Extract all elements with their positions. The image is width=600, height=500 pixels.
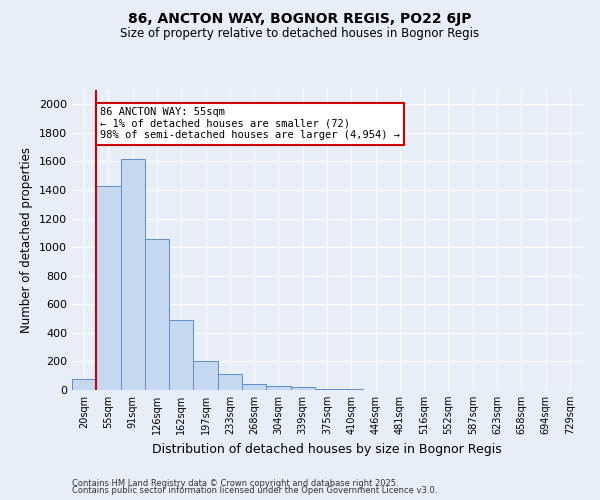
Bar (72, 378, 96, 390)
X-axis label: Distribution of detached houses by size in Bognor Regis: Distribution of detached houses by size … (152, 442, 502, 456)
Bar (339, 388, 364, 390)
Bar (96, 186, 121, 390)
Text: 86 ANCTON WAY: 55sqm
← 1% of detached houses are smaller (72)
98% of semi-detach: 86 ANCTON WAY: 55sqm ← 1% of detached ho… (100, 107, 400, 140)
Bar (218, 374, 242, 390)
Bar (169, 320, 193, 390)
Bar (242, 384, 266, 390)
Bar (290, 388, 315, 390)
Y-axis label: Number of detached properties: Number of detached properties (20, 147, 34, 333)
Bar (121, 158, 145, 390)
Bar (145, 238, 169, 390)
Bar (193, 360, 218, 390)
Text: Contains public sector information licensed under the Open Government Licence v3: Contains public sector information licen… (72, 486, 437, 495)
Bar (315, 388, 339, 390)
Text: Size of property relative to detached houses in Bognor Regis: Size of property relative to detached ho… (121, 28, 479, 40)
Text: Contains HM Land Registry data © Crown copyright and database right 2025.: Contains HM Land Registry data © Crown c… (72, 478, 398, 488)
Bar (266, 386, 290, 390)
Text: 86, ANCTON WAY, BOGNOR REGIS, PO22 6JP: 86, ANCTON WAY, BOGNOR REGIS, PO22 6JP (128, 12, 472, 26)
